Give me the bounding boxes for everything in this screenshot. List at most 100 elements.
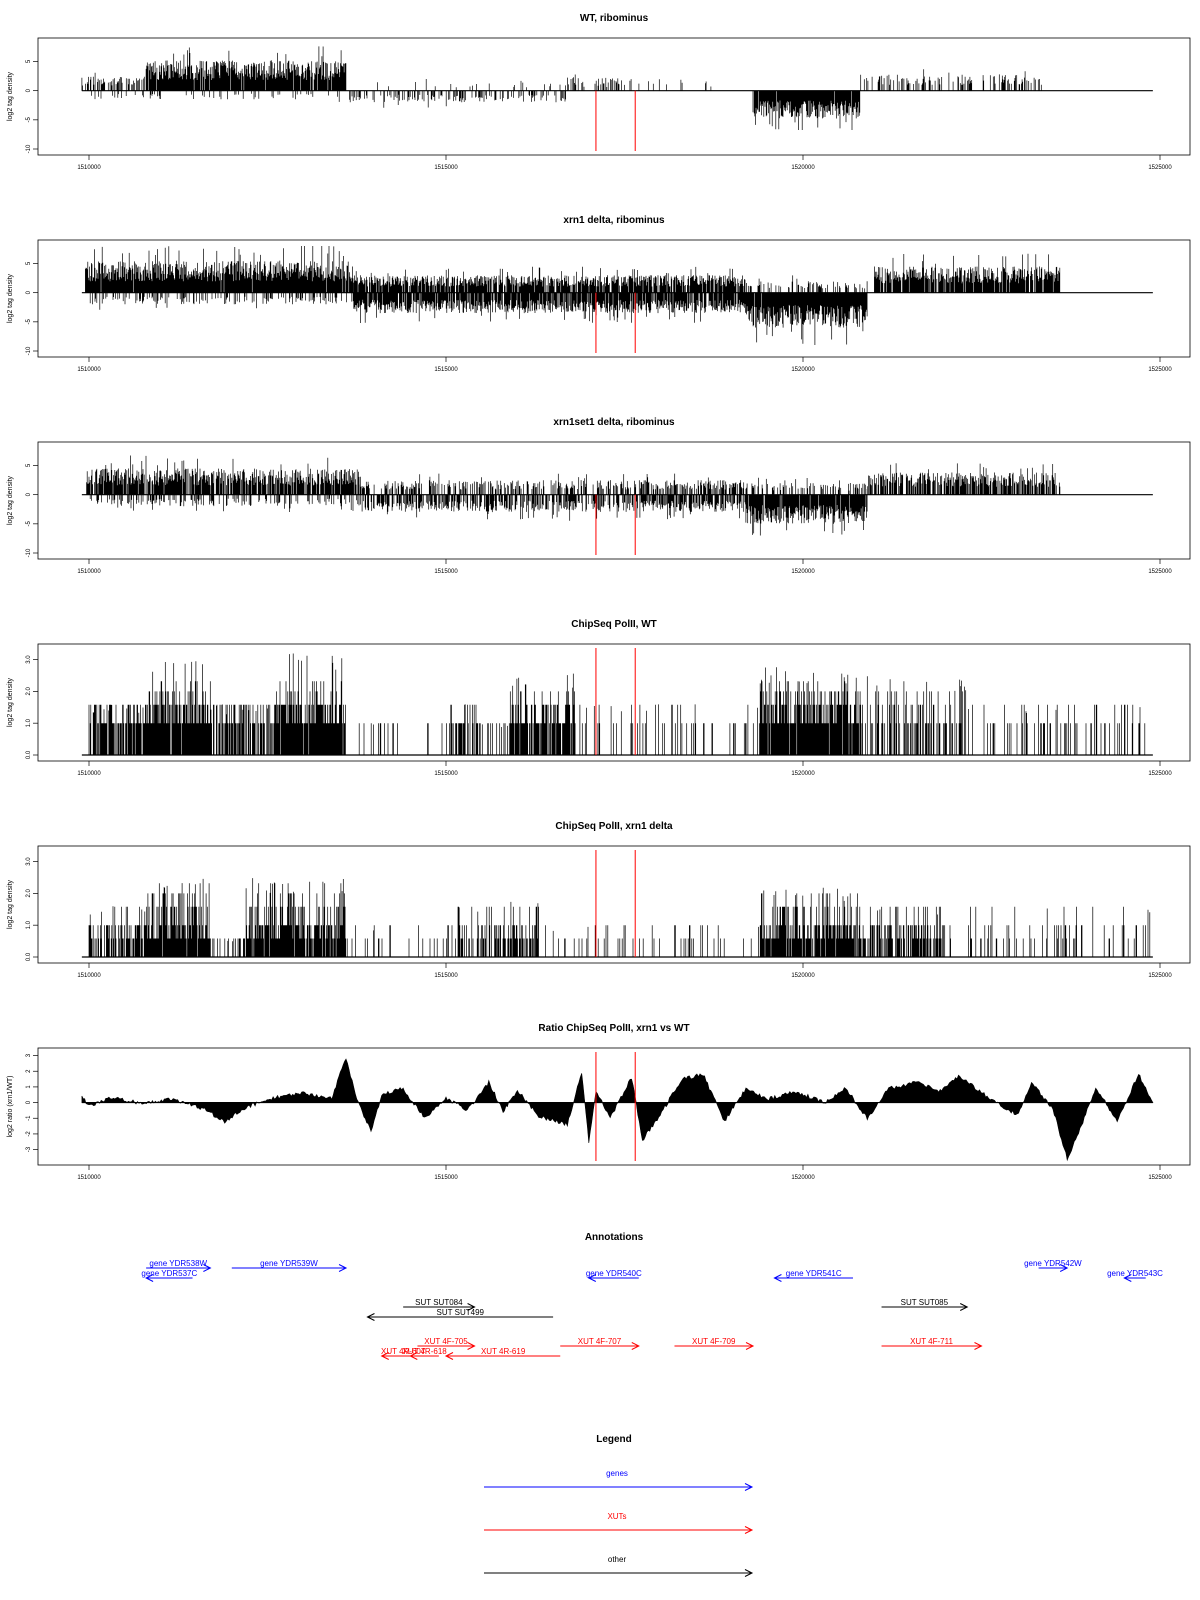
y-axis-label: log2 ratio (xrn1/WT) <box>7 1076 14 1138</box>
x-tick-label: 1525000 <box>1148 367 1172 373</box>
y-tick-label: 3.0 <box>26 857 32 866</box>
y-tick-label: -5 <box>26 319 32 325</box>
y-tick-label: 0 <box>26 1100 32 1104</box>
arrow-head <box>974 1342 983 1350</box>
arrow-head <box>467 1303 476 1311</box>
arrow-head <box>366 1313 375 1321</box>
feature-label: gene YDR542W <box>1024 1259 1082 1268</box>
x-tick-label: 1525000 <box>1148 569 1172 575</box>
y-tick-label: 2 <box>26 1069 32 1073</box>
feature-label: SUT SUT499 <box>437 1308 485 1317</box>
y-tick-label: -5 <box>26 117 32 123</box>
signal-track <box>86 455 1061 536</box>
feature-label: XUT 4F-707 <box>578 1337 622 1346</box>
x-tick-label: 1520000 <box>791 1175 815 1181</box>
feature-label: XUT 4F-705 <box>424 1337 468 1346</box>
arrow-head <box>1123 1274 1132 1282</box>
arrow-head <box>444 1352 454 1360</box>
plot-frame <box>37 1047 1191 1166</box>
y-tick-label: 0 <box>26 88 32 92</box>
y-tick-label: 1.0 <box>26 718 32 727</box>
y-tick-label: -3 <box>26 1146 32 1152</box>
arrow-head <box>631 1342 640 1350</box>
plot-frame <box>37 37 1191 156</box>
arrow-head <box>409 1352 418 1360</box>
signal-bars <box>86 455 1061 536</box>
y-tick-label: -10 <box>26 144 32 153</box>
x-tick-label: 1525000 <box>1148 771 1172 777</box>
panel-1: WT, ribominus log2 tag density -10 -5 0 5 1510… <box>7 13 1191 171</box>
y-tick-label: -2 <box>26 1131 32 1137</box>
panel-title: WT, ribominus <box>580 13 649 24</box>
legend-label: genes <box>606 1469 628 1478</box>
plot-frame <box>37 239 1191 358</box>
x-tick-label: 1515000 <box>434 771 458 777</box>
y-tick-label: 2.0 <box>26 687 32 696</box>
legend-item-other: other <box>484 1555 754 1577</box>
y-tick-label: 5 <box>26 261 32 265</box>
signal-bars <box>81 46 1042 130</box>
x-tick-label: 1510000 <box>77 771 101 777</box>
x-tick-label: 1520000 <box>791 569 815 575</box>
y-tick-label: 3 <box>26 1053 32 1057</box>
arrow-head <box>773 1274 782 1282</box>
y-axis-label: log2 tag density <box>7 273 14 323</box>
y-axis-label: log2 tag density <box>7 71 14 121</box>
panel-title: xrn1 delta, ribominus <box>563 215 665 226</box>
legend-item-gene: genes <box>484 1469 754 1491</box>
legend-label: XUTs <box>607 1512 626 1521</box>
x-tick-label: 1510000 <box>77 569 101 575</box>
plot-frame <box>37 441 1191 560</box>
feature-label: gene YDR541C <box>786 1269 842 1278</box>
feature-xut: XUT 4R-619 <box>444 1347 561 1360</box>
panel-4: ChipSeq PolII, WT log2 tag density 0.0 1.0 2… <box>7 619 1191 777</box>
legend-item-xut: XUTs <box>484 1512 754 1534</box>
legend-title: Legend <box>596 1434 632 1445</box>
x-tick-label: 1515000 <box>434 165 458 171</box>
arrow-head <box>744 1569 754 1577</box>
x-tick-label: 1525000 <box>1148 1175 1172 1181</box>
x-tick-label: 1515000 <box>434 569 458 575</box>
x-tick-label: 1510000 <box>77 973 101 979</box>
arrow-head <box>145 1274 154 1282</box>
panel-5: ChipSeq PolII, xrn1 delta log2 tag densit… <box>7 821 1191 979</box>
feature-gene: gene YDR542W <box>1024 1259 1082 1272</box>
arrow-head <box>745 1342 755 1350</box>
y-tick-label: -5 <box>26 521 32 527</box>
x-tick-label: 1520000 <box>791 973 815 979</box>
panel-3: xrn1set1 delta, ribominus log2 tag densit… <box>7 417 1191 575</box>
feature-gene: gene YDR543C <box>1107 1269 1163 1282</box>
x-tick-label: 1520000 <box>791 771 815 777</box>
feature-other: SUT SUT499 <box>366 1308 554 1321</box>
signal-bars <box>88 653 1146 755</box>
feature-xut: XUT 4F-705 <box>417 1337 476 1350</box>
feature-label: gene YDR543C <box>1107 1269 1163 1278</box>
y-tick-label: 0.0 <box>26 952 32 961</box>
arrow-head <box>744 1483 754 1491</box>
feature-xut: XUT 4R-618 <box>402 1347 447 1360</box>
feature-gene: gene YDR537C <box>141 1269 197 1282</box>
arrow-head <box>744 1526 754 1534</box>
feature-other: SUT SUT085 <box>881 1298 969 1311</box>
x-tick-label: 1525000 <box>1148 165 1172 171</box>
feature-gene: gene YDR539W <box>231 1259 348 1272</box>
y-tick-label: -10 <box>26 548 32 557</box>
feature-gene: gene YDR540C <box>586 1269 642 1282</box>
legend: Legend genes XUTs other <box>484 1434 754 1577</box>
arrow-head <box>959 1303 969 1311</box>
feature-label: gene YDR539W <box>260 1259 318 1268</box>
y-axis-label: log2 tag density <box>7 677 14 727</box>
arrow-head <box>380 1352 389 1360</box>
feature-gene: gene YDR541C <box>773 1269 853 1282</box>
y-tick-label: 5 <box>26 463 32 467</box>
feature-gene: gene YDR538W <box>146 1259 212 1272</box>
signal-track <box>81 46 1042 130</box>
arrow-head <box>1059 1264 1069 1272</box>
feature-label: XUT 4R-618 <box>402 1347 447 1356</box>
arrow-head <box>587 1274 597 1282</box>
x-tick-label: 1515000 <box>434 1175 458 1181</box>
panel-2: xrn1 delta, ribominus log2 tag density -10… <box>7 215 1191 373</box>
x-tick-label: 1515000 <box>434 973 458 979</box>
signal-bars <box>88 878 1151 957</box>
